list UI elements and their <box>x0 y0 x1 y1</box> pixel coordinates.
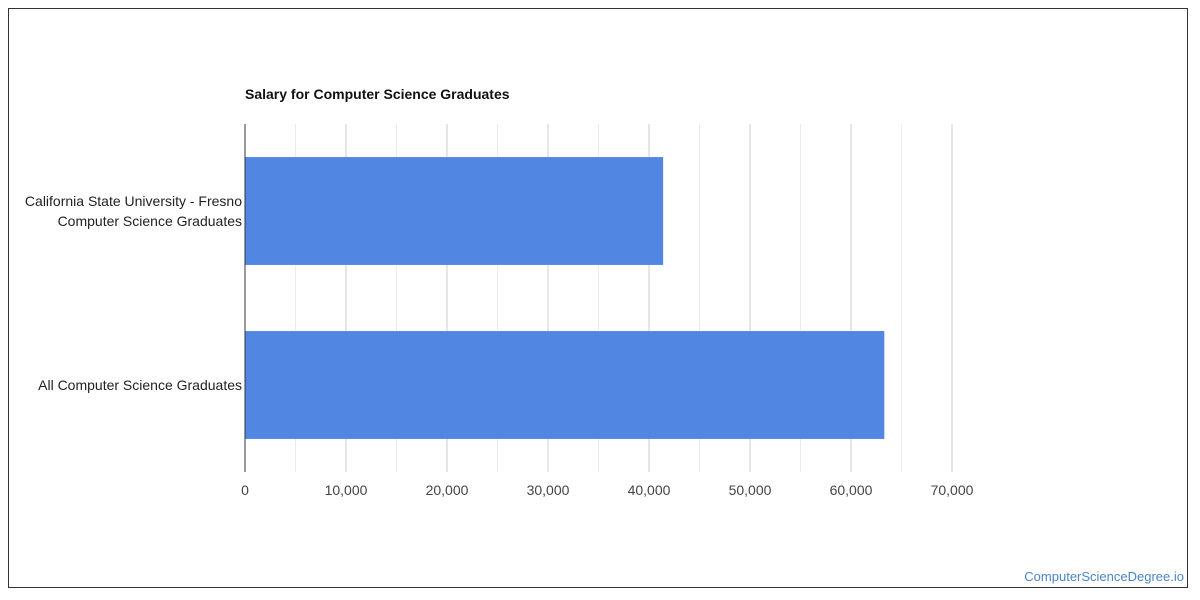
labels: 0 10,000 20,000 30,000 40,000 50,000 60,000 70,… <box>25 193 974 498</box>
x-tick-label: 40,000 <box>628 482 671 498</box>
watermark-link[interactable]: ComputerScienceDegree.io <box>1024 569 1184 584</box>
x-tick-label: 60,000 <box>830 482 873 498</box>
x-tick-label: 70,000 <box>931 482 974 498</box>
x-tick-label: 50,000 <box>729 482 772 498</box>
x-tick-label: 20,000 <box>426 482 469 498</box>
category-label: All Computer Science Graduates <box>38 377 242 393</box>
bar <box>245 331 885 439</box>
x-tick-label: 0 <box>241 482 249 498</box>
category-label: California State University - Fresno <box>25 193 242 209</box>
chart-title: Salary for Computer Science Graduates <box>245 86 510 102</box>
bars <box>245 157 885 439</box>
x-tick-label: 10,000 <box>325 482 368 498</box>
category-label: Computer Science Graduates <box>58 213 242 229</box>
x-tick-label: 30,000 <box>527 482 570 498</box>
bar <box>245 157 664 265</box>
